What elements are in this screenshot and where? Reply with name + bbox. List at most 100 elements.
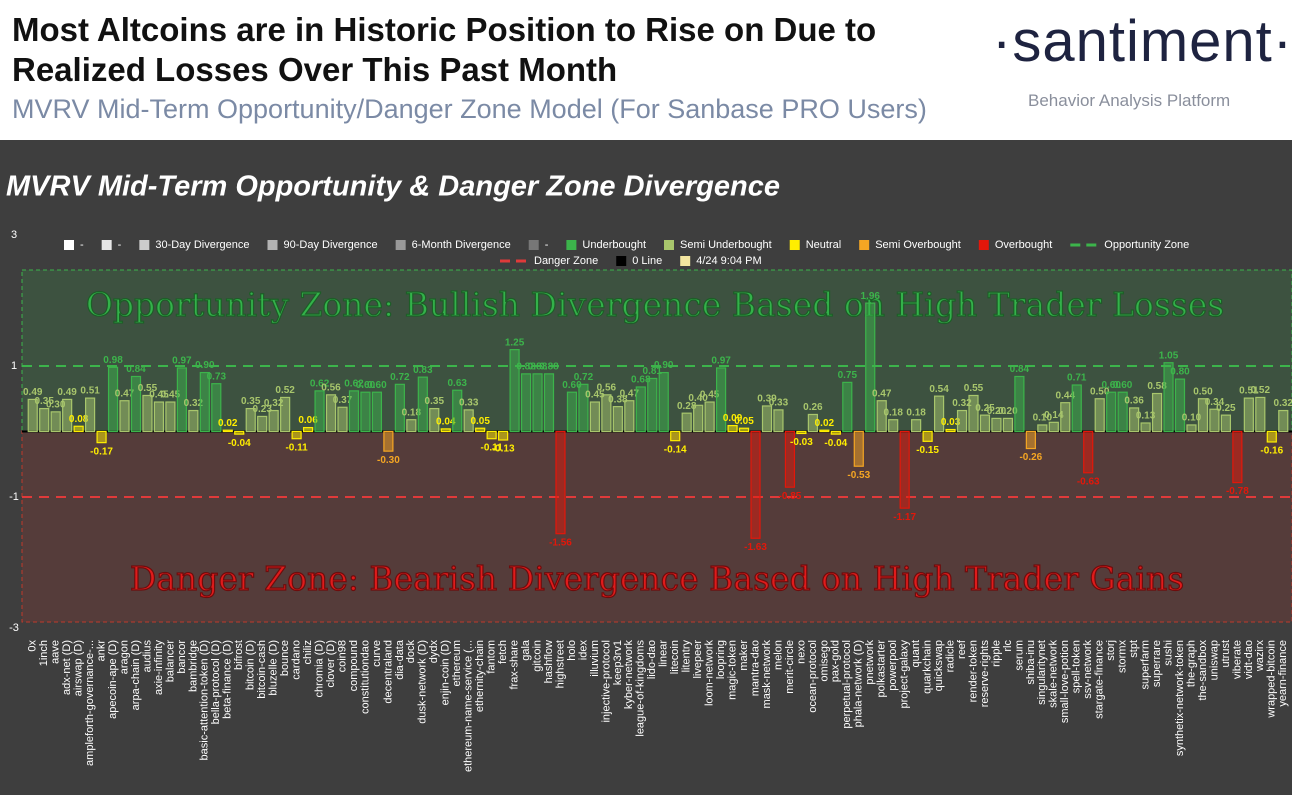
bar bbox=[1037, 424, 1048, 433]
data-label: 0.68 bbox=[631, 375, 651, 386]
x-tick-label: melon bbox=[772, 640, 784, 670]
data-label: 0.83 bbox=[413, 365, 433, 376]
bar bbox=[486, 430, 497, 440]
bar bbox=[761, 405, 773, 433]
x-tick-label: utrust bbox=[1220, 640, 1232, 668]
legend-label: Semi Overbought bbox=[875, 239, 961, 251]
bar bbox=[280, 396, 291, 433]
data-label: 0.54 bbox=[929, 384, 949, 395]
x-tick-label: axie-infinity bbox=[153, 640, 165, 696]
x-tick-label: dydx bbox=[428, 640, 440, 664]
x-tick-label: ankr bbox=[95, 640, 107, 662]
data-label: 0.44 bbox=[1056, 390, 1076, 401]
data-label: 0.40 bbox=[688, 393, 708, 404]
data-label: 0.02 bbox=[218, 418, 238, 429]
data-label: 0.56 bbox=[597, 382, 617, 393]
data-label: -0.03 bbox=[790, 437, 813, 448]
data-label: 0.45 bbox=[161, 390, 181, 401]
data-label: 0.51 bbox=[1239, 386, 1259, 397]
x-tick-label: stargate-finance bbox=[1094, 640, 1106, 719]
data-label: 0.50 bbox=[1193, 386, 1213, 397]
chart: MVRV Mid-Term Opportunity & Danger Zone … bbox=[0, 140, 1292, 795]
x-tick-label: ethernity-chain bbox=[474, 640, 486, 712]
logo: ·santiment· bbox=[992, 9, 1292, 74]
data-label: 0.25 bbox=[1216, 403, 1236, 414]
bar bbox=[922, 430, 933, 442]
legend-label: Opportunity Zone bbox=[1104, 239, 1189, 251]
x-tick-label: lido-dao bbox=[646, 640, 658, 679]
x-tick-label: bounce bbox=[279, 640, 291, 676]
bar bbox=[84, 397, 96, 433]
bar bbox=[979, 414, 991, 433]
x-tick-label: viberate bbox=[1231, 640, 1243, 679]
bar bbox=[360, 391, 371, 433]
bar bbox=[1174, 378, 1186, 433]
bar bbox=[520, 373, 532, 433]
data-label: 0.10 bbox=[1033, 413, 1053, 424]
bar bbox=[130, 375, 142, 433]
x-tick-label: powerpool bbox=[887, 640, 899, 691]
data-label: 0.18 bbox=[402, 407, 422, 418]
x-tick-label: audius bbox=[141, 640, 153, 673]
bar bbox=[888, 419, 899, 433]
x-tick-label: 0x bbox=[27, 640, 39, 652]
data-label: 0.97 bbox=[711, 356, 731, 367]
bar bbox=[1014, 375, 1025, 433]
bar bbox=[933, 395, 945, 433]
data-label: -0.26 bbox=[1019, 452, 1042, 463]
legend-swatch bbox=[664, 240, 674, 250]
bar bbox=[1094, 398, 1105, 433]
bar bbox=[1163, 362, 1174, 433]
bar bbox=[222, 429, 233, 433]
bar bbox=[199, 371, 210, 433]
zone-annotation: Danger Zone: Bearish Divergence Based on… bbox=[130, 559, 1184, 598]
data-label: -0.53 bbox=[847, 470, 870, 481]
data-label: 0.32 bbox=[184, 398, 204, 409]
data-label: 0.18 bbox=[883, 407, 903, 418]
x-tick-label: stormx bbox=[1117, 640, 1129, 674]
bar bbox=[337, 406, 348, 433]
x-tick-label: bitcoin (D) bbox=[245, 640, 257, 690]
bar bbox=[911, 419, 922, 433]
data-label: 0.88 bbox=[539, 362, 559, 373]
bar bbox=[406, 419, 417, 433]
x-tick-label: enjin-coin (D) bbox=[440, 640, 452, 705]
data-label: 0.02 bbox=[815, 418, 835, 429]
title-line: Most Altcoins are in Historic Position t… bbox=[12, 11, 877, 48]
zone-annotation: Opportunity Zone: Bullish Divergence Bas… bbox=[86, 285, 1224, 324]
bar bbox=[853, 430, 864, 467]
bar bbox=[566, 391, 578, 433]
chart-background bbox=[0, 140, 1292, 795]
bar bbox=[73, 425, 84, 433]
data-label: 0.20 bbox=[998, 406, 1018, 417]
data-label: 0.49 bbox=[23, 387, 43, 398]
x-tick-label: highstreet bbox=[554, 640, 566, 688]
x-tick-label: wrapped-bitcoin bbox=[1266, 640, 1278, 719]
bar bbox=[314, 390, 325, 433]
data-label: 0.55 bbox=[138, 383, 158, 394]
bar bbox=[50, 411, 61, 433]
data-label: 0.35 bbox=[34, 396, 54, 407]
legend-label: Underbought bbox=[582, 239, 646, 251]
bar bbox=[750, 430, 761, 539]
chart-title: MVRV Mid-Term Opportunity & Danger Zone … bbox=[6, 171, 780, 203]
bar bbox=[291, 430, 302, 440]
x-tick-label: holo bbox=[566, 640, 578, 661]
x-tick-label: synthetix-network-token bbox=[1174, 640, 1186, 756]
x-tick-label: shiba-inu bbox=[1025, 640, 1037, 685]
data-label: -1.63 bbox=[744, 542, 767, 553]
bar bbox=[796, 430, 807, 435]
bar bbox=[188, 409, 199, 433]
bar bbox=[463, 409, 474, 433]
bar bbox=[715, 367, 727, 433]
data-label: 0.32 bbox=[952, 398, 972, 409]
legend-label: 30-Day Divergence bbox=[155, 239, 249, 251]
data-label: 0.52 bbox=[1251, 385, 1271, 396]
tagline: Behavior Analysis Platform bbox=[1028, 91, 1231, 110]
legend-swatch bbox=[528, 240, 539, 250]
x-tick-label: litentry bbox=[681, 640, 693, 673]
bar bbox=[153, 401, 165, 433]
data-label: 0.55 bbox=[964, 383, 984, 394]
data-label: 0.45 bbox=[149, 390, 169, 401]
title-line: Realized Losses Over This Past Month bbox=[12, 51, 618, 88]
